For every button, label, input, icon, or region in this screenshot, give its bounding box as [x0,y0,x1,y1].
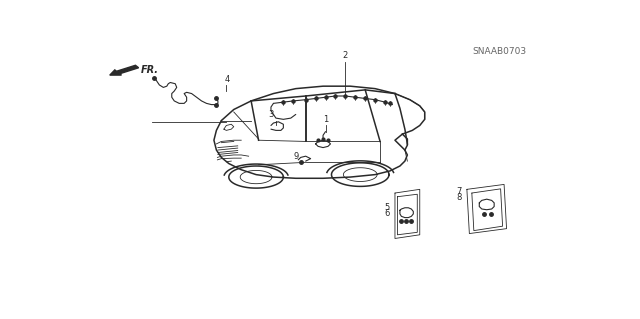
Text: 3: 3 [268,110,274,119]
Text: 9: 9 [293,152,298,161]
Text: 6: 6 [385,209,390,219]
Text: 7: 7 [456,187,462,196]
FancyArrow shape [110,65,139,75]
Text: SNAAB0703: SNAAB0703 [472,47,526,56]
Text: 4: 4 [224,75,230,84]
Text: 1: 1 [323,115,328,124]
Text: 5: 5 [385,203,390,212]
Text: FR.: FR. [141,65,159,75]
Text: 8: 8 [456,193,462,202]
Text: 2: 2 [343,51,348,60]
